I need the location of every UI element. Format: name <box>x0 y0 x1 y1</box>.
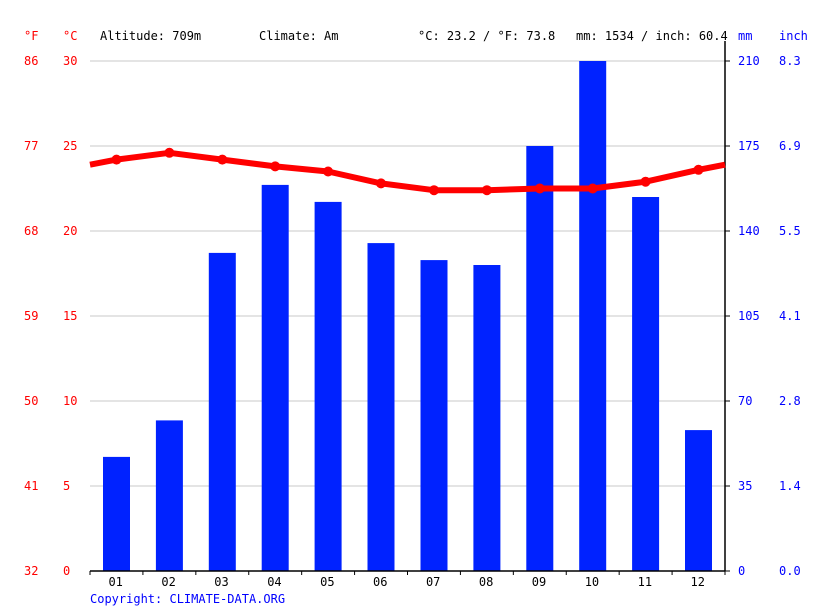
celsius-tick-label: 25 <box>63 139 78 153</box>
temperature-point <box>481 185 492 196</box>
mm-tick-label: 210 <box>738 54 760 68</box>
gridlines <box>90 60 725 487</box>
inch-tick-label: 4.1 <box>779 309 801 323</box>
celsius-tick-label: 5 <box>63 479 71 493</box>
inch-tick-label: 5.5 <box>779 224 801 238</box>
inch-tick-label: 6.9 <box>779 139 801 153</box>
precipitation-bars <box>103 61 712 571</box>
precipitation-bar <box>208 252 236 571</box>
inch-tick-label: 8.3 <box>779 54 801 68</box>
mm-unit-label: mm <box>738 29 753 43</box>
mm-tick-label: 70 <box>738 394 753 408</box>
precipitation-bar <box>473 265 501 571</box>
temperature-point <box>323 166 334 177</box>
fahrenheit-tick-label: 68 <box>24 224 39 238</box>
celsius-unit-label: °C <box>63 29 78 43</box>
temperature-point <box>270 161 281 172</box>
month-tick-label: 01 <box>108 575 123 589</box>
month-tick-label: 11 <box>637 575 653 589</box>
copyright-link[interactable]: Copyright: CLIMATE-DATA.ORG <box>90 592 286 606</box>
temperature-point <box>429 185 439 196</box>
month-tick-label: 06 <box>373 575 388 589</box>
celsius-tick-label: 0 <box>63 564 71 578</box>
inch-tick-label: 0.0 <box>779 564 801 578</box>
climate-label: Climate: Am <box>259 29 339 43</box>
temperature-point <box>376 178 386 189</box>
month-tick-label: 03 <box>214 575 229 589</box>
temperature-point <box>640 176 651 187</box>
precipitation-bar <box>632 197 660 571</box>
temperature-point <box>111 154 122 165</box>
inch-unit-label: inch <box>779 29 808 43</box>
fahrenheit-tick-label: 41 <box>24 479 39 493</box>
axes <box>89 41 730 575</box>
temperature-line <box>89 147 726 196</box>
month-tick-label: 02 <box>161 575 176 589</box>
precipitation-bar <box>103 456 130 571</box>
precipitation-bar <box>367 243 395 571</box>
month-tick-label: 08 <box>478 575 494 589</box>
temperature-point <box>217 154 228 165</box>
celsius-tick-label: 15 <box>63 309 78 323</box>
fahrenheit-unit-label: °F <box>24 29 39 43</box>
fahrenheit-tick-label: 86 <box>24 54 39 68</box>
precipitation-bar <box>261 184 289 571</box>
temperature-average-label: °C: 23.2 / °F: 73.8 <box>418 29 556 43</box>
mm-tick-label: 140 <box>738 224 760 238</box>
precipitation-bar <box>526 146 554 571</box>
fahrenheit-tick-label: 77 <box>24 139 39 153</box>
temperature-point <box>534 183 545 194</box>
inch-tick-label: 2.8 <box>779 394 801 408</box>
temperature-polyline <box>89 149 726 194</box>
inch-tick-label: 1.4 <box>779 479 801 493</box>
fahrenheit-tick-label: 59 <box>24 309 39 323</box>
fahrenheit-tick-label: 32 <box>24 564 39 578</box>
month-tick-label: 05 <box>320 575 335 589</box>
precipitation-bar <box>155 420 183 571</box>
month-tick-label: 04 <box>267 575 282 589</box>
altitude-label: Altitude: 709m <box>100 29 202 43</box>
precipitation-bar <box>579 61 607 571</box>
month-tick-label: 10 <box>584 575 600 589</box>
precipitation-bar <box>685 430 712 571</box>
mm-tick-label: 105 <box>738 309 760 323</box>
celsius-tick-label: 20 <box>63 224 78 238</box>
temperature-point <box>693 164 704 175</box>
month-tick-label: 07 <box>425 575 441 589</box>
celsius-tick-label: 10 <box>63 394 78 408</box>
mm-tick-label: 0 <box>738 564 746 578</box>
month-tick-label: 09 <box>531 575 547 589</box>
precipitation-bar <box>420 260 448 571</box>
precipitation-bar <box>314 201 342 571</box>
fahrenheit-tick-label: 50 <box>24 394 39 408</box>
precipitation-total-label: mm: 1534 / inch: 60.4 <box>576 29 728 43</box>
temperature-point <box>164 147 175 158</box>
temperature-point <box>587 183 598 194</box>
mm-tick-label: 175 <box>738 139 760 153</box>
celsius-tick-label: 30 <box>63 54 78 68</box>
mm-tick-label: 35 <box>738 479 753 493</box>
month-tick-label: 12 <box>690 575 705 589</box>
